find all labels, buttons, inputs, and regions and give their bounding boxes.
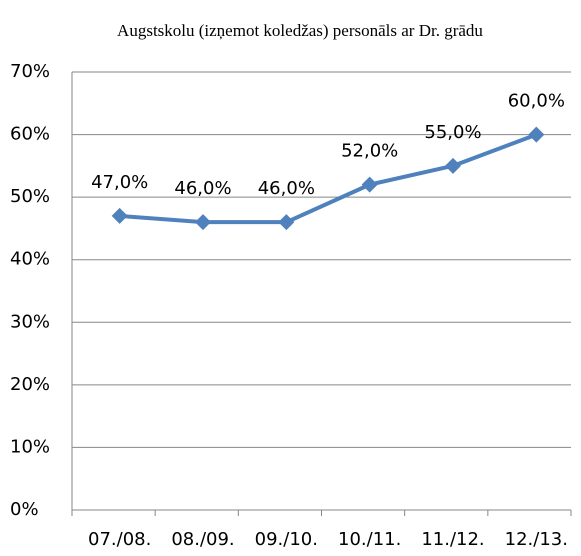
x-tick-label: 07./08. <box>88 529 151 550</box>
x-tick-label: 08./09. <box>171 529 234 550</box>
y-tick-label: 70% <box>10 61 50 82</box>
y-tick-label: 0% <box>10 499 39 520</box>
data-label: 52,0% <box>341 141 398 162</box>
x-tick-label: 11./12. <box>421 529 484 550</box>
y-tick-label: 50% <box>10 186 50 207</box>
marker <box>195 214 211 231</box>
y-tick-label: 30% <box>10 311 50 332</box>
x-tick-label: 09./10. <box>255 529 318 550</box>
x-tick-label: 10./11. <box>338 529 401 550</box>
line <box>119 132 538 225</box>
marker <box>528 126 545 143</box>
data-label: 60,0% <box>508 91 565 112</box>
data-label: 47,0% <box>91 172 148 193</box>
marker <box>361 176 378 193</box>
y-tick-label: 10% <box>10 436 50 457</box>
y-tick-label: 40% <box>10 249 50 270</box>
y-tick-label: 20% <box>10 374 50 395</box>
data-label: 46,0% <box>258 178 315 199</box>
marker <box>445 157 461 174</box>
chart-title: Augstskolu (izņemot koledžas) personāls … <box>117 21 483 40</box>
marker <box>278 214 295 231</box>
data-label: 55,0% <box>424 122 481 143</box>
marker <box>111 207 128 224</box>
x-tick-label: 12./13. <box>505 529 568 550</box>
data-label: 46,0% <box>174 178 231 199</box>
y-tick-label: 60% <box>10 124 50 145</box>
